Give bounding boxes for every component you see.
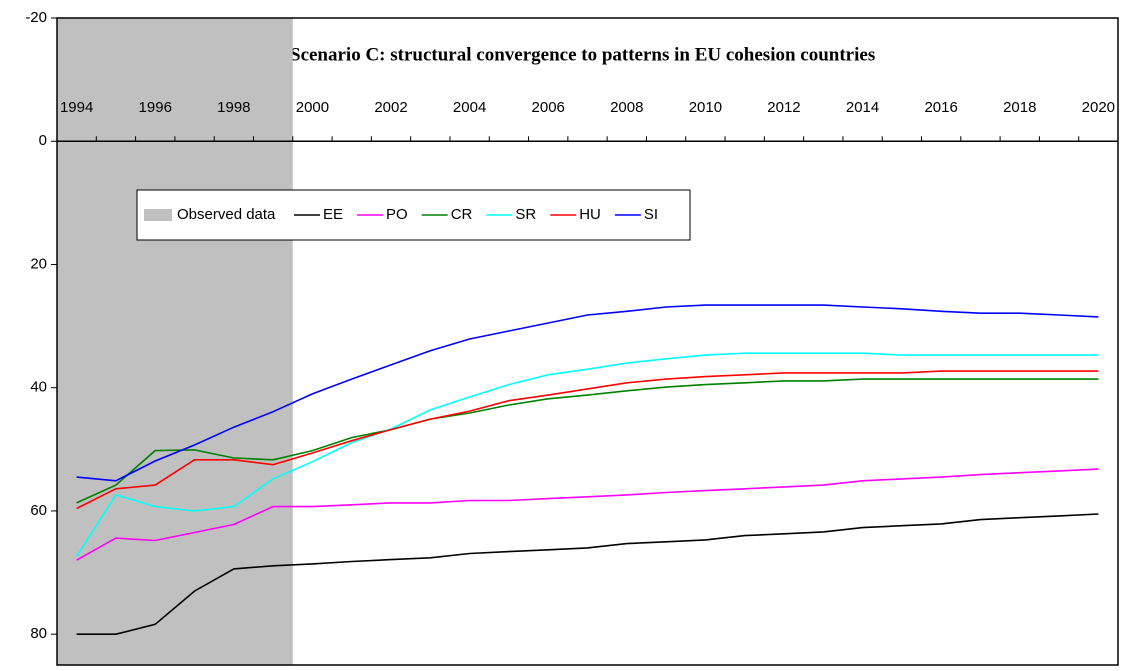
y-tick-label: 20	[30, 255, 47, 272]
series-line	[76, 370, 1099, 510]
x-tick-label: 2012	[767, 99, 800, 116]
legend-box	[136, 189, 691, 241]
x-tick-label: 2002	[374, 99, 407, 116]
x-tick-label: 2008	[610, 99, 643, 116]
x-tick-label: 2016	[924, 99, 957, 116]
y-tick-label: -20	[25, 9, 47, 26]
y-tick-label: 60	[30, 502, 47, 519]
legend-label: EE	[323, 206, 343, 223]
x-tick-label: 1998	[217, 99, 250, 116]
legend-swatch	[144, 209, 172, 221]
x-tick-label: 2006	[532, 99, 565, 116]
x-tick-label: 2014	[846, 99, 879, 116]
legend-label: SR	[515, 206, 536, 223]
series-line	[76, 304, 1099, 482]
legend-label: Observed data	[177, 206, 276, 223]
legend-label: CR	[451, 206, 473, 223]
y-tick-label: 40	[30, 379, 47, 396]
y-tick-label: 80	[30, 625, 47, 642]
x-tick-label: 1996	[139, 99, 172, 116]
x-tick-label: 2018	[1003, 99, 1036, 116]
series-line	[76, 468, 1099, 561]
series-line	[75, 352, 1099, 558]
legend-label: PO	[386, 206, 408, 223]
y-tick-label: 0	[39, 132, 47, 149]
x-tick-label: 2000	[296, 99, 329, 116]
observed-shade	[57, 18, 293, 665]
x-tick-label: 2004	[453, 99, 486, 116]
series-line	[76, 513, 1099, 635]
x-tick-label: 1994	[60, 99, 93, 116]
legend-label: SI	[644, 206, 658, 223]
plot-frame	[56, 17, 1119, 666]
x-tick-label: 2020	[1082, 99, 1115, 116]
x-tick-label: 2010	[689, 99, 722, 116]
chart-title: Scenario C: structural convergence to pa…	[290, 44, 875, 65]
legend-label: HU	[579, 206, 601, 223]
series-line	[76, 378, 1099, 504]
